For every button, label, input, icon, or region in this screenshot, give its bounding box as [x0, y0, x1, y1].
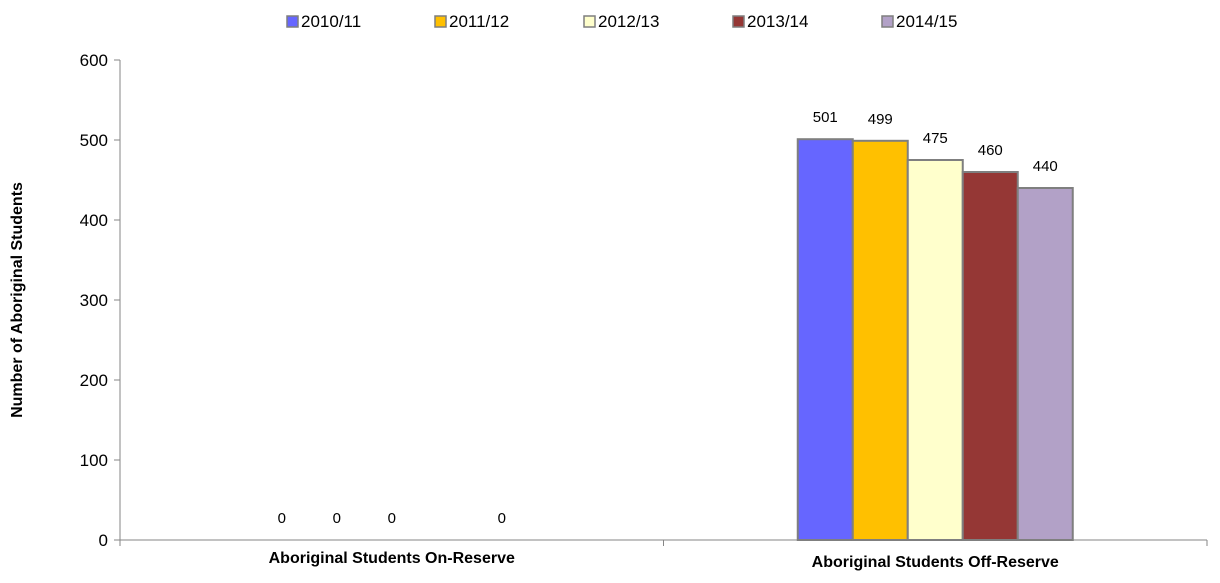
legend-entry: 2012/13 [598, 12, 659, 31]
y-tick-label: 0 [99, 531, 108, 550]
data-label: 0 [278, 510, 286, 527]
data-label: 440 [1033, 158, 1058, 175]
bar [796, 138, 854, 541]
y-axis-label: Number of Aboriginal Students [9, 182, 26, 418]
bar [1016, 187, 1074, 541]
y-tick-label: 200 [80, 371, 108, 390]
legend-entry: 2011/12 [449, 12, 509, 31]
data-label: 460 [978, 142, 1003, 159]
data-label: 501 [813, 109, 838, 126]
data-label: 0 [333, 510, 341, 527]
legend: 2010/11 2011/12 2012/13 2013/14 2014/15 [286, 12, 957, 31]
bars [796, 138, 1074, 542]
y-tick-label: 500 [80, 131, 108, 150]
bar [961, 171, 1019, 541]
bar [851, 139, 909, 542]
bar [906, 159, 964, 541]
legend-entry: 2014/15 [896, 12, 957, 31]
y-axis: 0 100 200 300 400 500 600 [80, 51, 121, 550]
y-tick-label: 100 [80, 451, 108, 470]
data-label: 499 [868, 111, 893, 128]
data-label: 0 [498, 510, 506, 527]
legend-swatch [583, 15, 596, 28]
x-category-label: Aboriginal Students Off-Reserve [812, 554, 1059, 571]
legend-entry: 2010/11 [301, 12, 361, 31]
legend-entry: 2013/14 [747, 12, 808, 31]
y-tick-label: 600 [80, 51, 108, 70]
legend-swatch [286, 15, 299, 28]
legend-swatch [434, 15, 447, 28]
data-label: 475 [923, 130, 948, 147]
legend-swatch [732, 15, 745, 28]
y-tick-label: 400 [80, 211, 108, 230]
y-tick-label: 300 [80, 291, 108, 310]
data-labels: 0 0 0 0 501 499 475 460 440 [278, 109, 1058, 527]
x-axis: Aboriginal Students On-Reserve Aboriginal… [119, 539, 1208, 571]
data-label: 0 [388, 510, 396, 527]
x-category-label: Aboriginal Students On-Reserve [269, 550, 515, 567]
legend-swatch [881, 15, 894, 28]
